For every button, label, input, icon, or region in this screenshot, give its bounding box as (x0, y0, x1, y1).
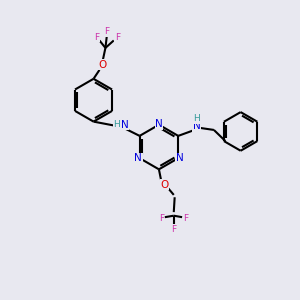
Text: F: F (104, 27, 110, 36)
Text: N: N (193, 121, 200, 131)
Text: N: N (155, 119, 163, 129)
Text: N: N (134, 153, 142, 163)
Text: N: N (121, 120, 129, 130)
Text: F: F (171, 225, 176, 234)
Text: O: O (98, 60, 106, 70)
Text: F: F (94, 33, 99, 42)
Text: F: F (183, 214, 188, 223)
Text: H: H (193, 114, 200, 123)
Text: N: N (176, 153, 184, 163)
Text: F: F (159, 214, 164, 223)
Text: H: H (113, 120, 120, 129)
Text: F: F (115, 33, 120, 42)
Text: O: O (160, 180, 168, 190)
